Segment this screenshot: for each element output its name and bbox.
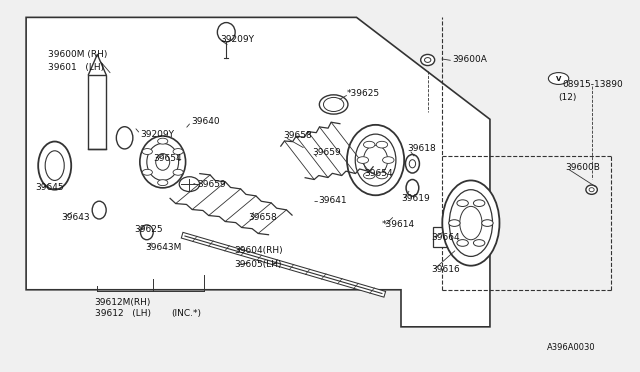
Text: 39600B: 39600B: [565, 163, 600, 172]
Ellipse shape: [218, 23, 235, 42]
Text: 39209Y: 39209Y: [141, 129, 175, 139]
Text: *39614: *39614: [382, 221, 415, 230]
Circle shape: [173, 169, 183, 175]
Text: 39616: 39616: [431, 265, 460, 274]
Text: (12): (12): [559, 93, 577, 102]
Text: 39645: 39645: [36, 183, 64, 192]
Circle shape: [376, 172, 388, 179]
Text: 39654: 39654: [364, 169, 393, 177]
Text: 39641: 39641: [318, 196, 347, 205]
Circle shape: [383, 157, 394, 163]
Ellipse shape: [442, 180, 499, 266]
Circle shape: [376, 141, 388, 148]
Text: 39209Y: 39209Y: [220, 35, 254, 44]
Ellipse shape: [420, 54, 435, 65]
Ellipse shape: [92, 201, 106, 219]
Circle shape: [474, 240, 485, 246]
Text: 39604(RH): 39604(RH): [234, 246, 283, 255]
Circle shape: [548, 73, 569, 84]
Text: 39601   (LH): 39601 (LH): [49, 63, 104, 72]
Text: 08915-13890: 08915-13890: [563, 80, 623, 89]
Circle shape: [449, 220, 460, 227]
Ellipse shape: [38, 141, 71, 190]
Circle shape: [142, 148, 152, 154]
Ellipse shape: [347, 125, 404, 195]
Circle shape: [157, 138, 168, 144]
Ellipse shape: [140, 136, 186, 188]
Circle shape: [173, 148, 183, 154]
Circle shape: [157, 180, 168, 186]
Text: A396A0030: A396A0030: [547, 343, 596, 352]
Circle shape: [482, 220, 493, 227]
Text: 39600A: 39600A: [452, 55, 486, 64]
Text: 39625: 39625: [134, 225, 163, 234]
Text: 39612   (LH): 39612 (LH): [95, 310, 151, 318]
Circle shape: [474, 200, 485, 206]
Text: 39658: 39658: [284, 131, 312, 141]
Text: V: V: [556, 76, 561, 81]
Bar: [88, 75, 106, 149]
Text: *39625: *39625: [347, 89, 380, 98]
Circle shape: [142, 169, 152, 175]
Text: 39664: 39664: [431, 233, 460, 243]
Text: 39643: 39643: [61, 213, 90, 222]
Text: 39659: 39659: [312, 148, 340, 157]
Ellipse shape: [141, 225, 153, 240]
Text: 39619: 39619: [401, 195, 429, 203]
Ellipse shape: [586, 185, 597, 194]
Text: 39654: 39654: [153, 154, 182, 163]
Ellipse shape: [179, 177, 200, 192]
Polygon shape: [26, 17, 490, 327]
Circle shape: [364, 141, 375, 148]
Circle shape: [364, 172, 375, 179]
Circle shape: [457, 200, 468, 206]
Polygon shape: [170, 174, 292, 235]
Text: 39643M: 39643M: [145, 243, 182, 251]
Text: 39618: 39618: [407, 144, 436, 153]
Text: 39600M (RH): 39600M (RH): [49, 50, 108, 59]
Text: 39659: 39659: [198, 180, 227, 189]
Text: 39605(LH): 39605(LH): [234, 260, 282, 269]
Ellipse shape: [116, 127, 133, 149]
Text: 39612M(RH): 39612M(RH): [95, 298, 151, 307]
FancyBboxPatch shape: [433, 227, 452, 247]
Text: 39640: 39640: [191, 117, 220, 126]
Circle shape: [457, 240, 468, 246]
Circle shape: [357, 157, 369, 163]
Polygon shape: [281, 122, 373, 180]
Text: 39658: 39658: [248, 213, 277, 222]
Text: (INC.*): (INC.*): [171, 310, 201, 318]
